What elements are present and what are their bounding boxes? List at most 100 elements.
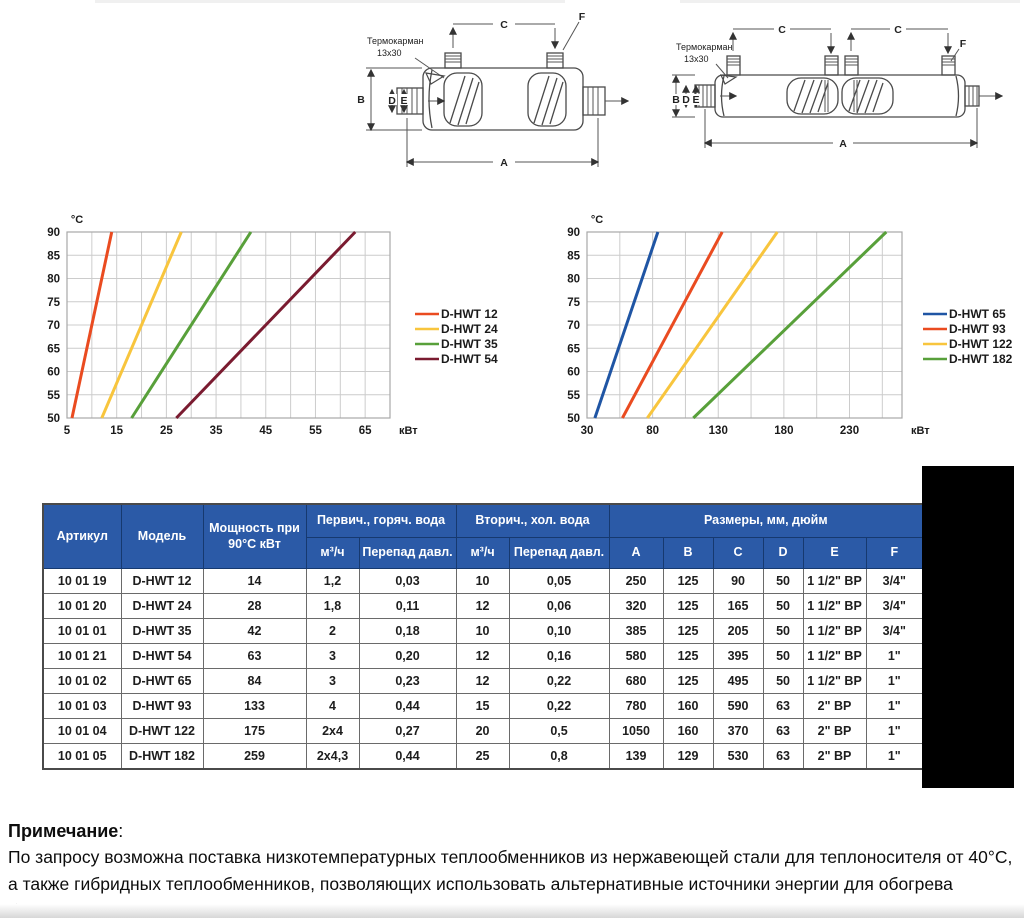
thermowell-pocket [424,72,446,85]
temp-power-chart-1: 50 55 60 65 70 75 80 85 90 5 15 25 35 45 55 65 °C кВт D-HW… [45,210,515,449]
svg-text:E: E [400,95,407,107]
svg-text:B: B [672,94,680,106]
table-cell: 2x4 [305,718,360,744]
svg-text:F: F [579,11,586,23]
series-line-d-hwt-12 [70,231,114,419]
table-cell: 42 [202,618,307,644]
scan-artifact [680,0,1020,3]
table-cell: 4 [305,693,360,719]
y-tick-label: 65 [567,343,580,355]
legend-item: D-HWT 54 [415,352,498,366]
vessel-body [714,74,966,118]
table-cell: 205 [712,618,764,644]
table-cell: 3 [305,643,360,669]
dim-A: A [703,108,979,150]
y-tick-label: 75 [47,297,60,309]
legend-label: D-HWT 54 [441,352,498,366]
table-cell: 63 [762,743,804,770]
table-cell: 2" ВР [802,718,867,744]
table-cell: 160 [662,693,714,719]
series-line-d-hwt-24 [100,231,183,419]
table-cell: 0,22 [508,668,610,694]
x-tick-label: 15 [110,425,123,437]
table-cell: 63 [762,693,804,719]
dim-A: A [405,118,600,169]
table-cell: 84 [202,668,307,694]
table-cell: 1 1/2" ВР [802,643,867,669]
table-cell: 15 [455,693,510,719]
table-cell: 395 [712,643,764,669]
table-cell: 12 [455,668,510,694]
table-cell: 125 [662,593,714,619]
table-cell: 1 1/2" ВР [802,593,867,619]
table-cell: 1" [865,718,924,744]
table-cell: 1,8 [305,593,360,619]
legend-item: D-HWT 65 [923,307,1006,321]
col-header-dim-d: D [762,537,804,569]
table-cell: D-HWT 35 [120,618,204,644]
y-tick-label: 60 [567,367,580,379]
table-cell: 125 [662,568,714,594]
table-cell: 28 [202,593,307,619]
outlet-port [964,85,980,107]
legend-item: D-HWT 35 [415,337,498,351]
table-cell: 2" ВР [802,743,867,770]
col-header-dim-c: C [712,537,764,569]
series-line-d-hwt-65 [593,231,660,419]
redaction-box [922,466,1014,788]
col-header-pressure-primary: Перепад давл. [358,537,457,569]
table-cell: 129 [662,743,714,770]
table-cell: 20 [455,718,510,744]
table-cell: 250 [608,568,664,594]
table-cell: 10 01 05 [42,743,122,770]
table-cell: 10 01 04 [42,718,122,744]
thermowell-label: Термокарман 13х30 [676,42,738,85]
table-cell: 385 [608,618,664,644]
table-cell: D-HWT 182 [120,743,204,770]
table-cell: 2 [305,618,360,644]
table-cell: 0,8 [508,743,610,770]
spec-table: Артикул Модель Мощность при 90°С кВт Пер… [42,503,925,770]
heat-exchanger-diagram-small: C F Термокарман 13х30 B D E [357,11,630,169]
chart-canvas: 50 55 60 65 70 75 80 85 90 5 15 25 35 45 55 65 °C кВт D-HW… [47,214,498,437]
temp-power-chart-2: 50 55 60 65 70 75 80 85 90 30 80 130 180 230 °C кВт D-HW… [560,210,1024,449]
y-axis-unit: °C [591,214,603,226]
x-tick-label: 5 [64,425,71,437]
table-cell: 50 [762,668,804,694]
y-tick-label: 65 [47,343,60,355]
y-tick-label: 85 [567,250,580,262]
legend-label: D-HWT 93 [949,322,1006,336]
coil-bundle [443,72,567,127]
table-cell: D-HWT 12 [120,568,204,594]
table-cell: 50 [762,618,804,644]
table-cell: 0,20 [358,643,457,669]
table-cell: 63 [202,643,307,669]
col-header-dimensions: Размеры, мм, дюйм [608,503,924,538]
table-row: 10 01 01 D-HWT 35 42 2 0,18 10 0,10 385 125 205 50… [42,618,924,644]
table-cell: 0,06 [508,593,610,619]
svg-text:C: C [778,24,786,36]
table-row: 10 01 04 D-HWT 122 175 2x4 0,27 20 0,5 1050 160 3… [42,718,924,744]
series-line-d-hwt-54 [175,230,357,420]
table-cell: 1,2 [305,568,360,594]
col-header-flow-secondary: м³/ч [455,537,510,569]
table-cell: 1 1/2" ВР [802,618,867,644]
x-tick-label: 35 [210,425,223,437]
legend-item: D-HWT 93 [923,322,1006,336]
table-cell: 12 [455,593,510,619]
table-cell: 0,16 [508,643,610,669]
x-tick-label: 130 [709,425,728,437]
x-tick-label: 45 [259,425,272,437]
svg-text:C: C [500,19,508,31]
table-row: 10 01 19 D-HWT 12 14 1,2 0,03 10 0,05 250 125 90 5… [42,568,924,594]
table-cell: 1" [865,743,924,770]
dim-B: B [357,67,422,132]
table-cell: 50 [762,593,804,619]
table-cell: 0,44 [358,743,457,770]
legend-label: D-HWT 24 [441,322,498,336]
table-cell: D-HWT 24 [120,593,204,619]
table-cell: 90 [712,568,764,594]
legend-label: D-HWT 65 [949,307,1006,321]
dim-C-1: C [729,24,835,55]
